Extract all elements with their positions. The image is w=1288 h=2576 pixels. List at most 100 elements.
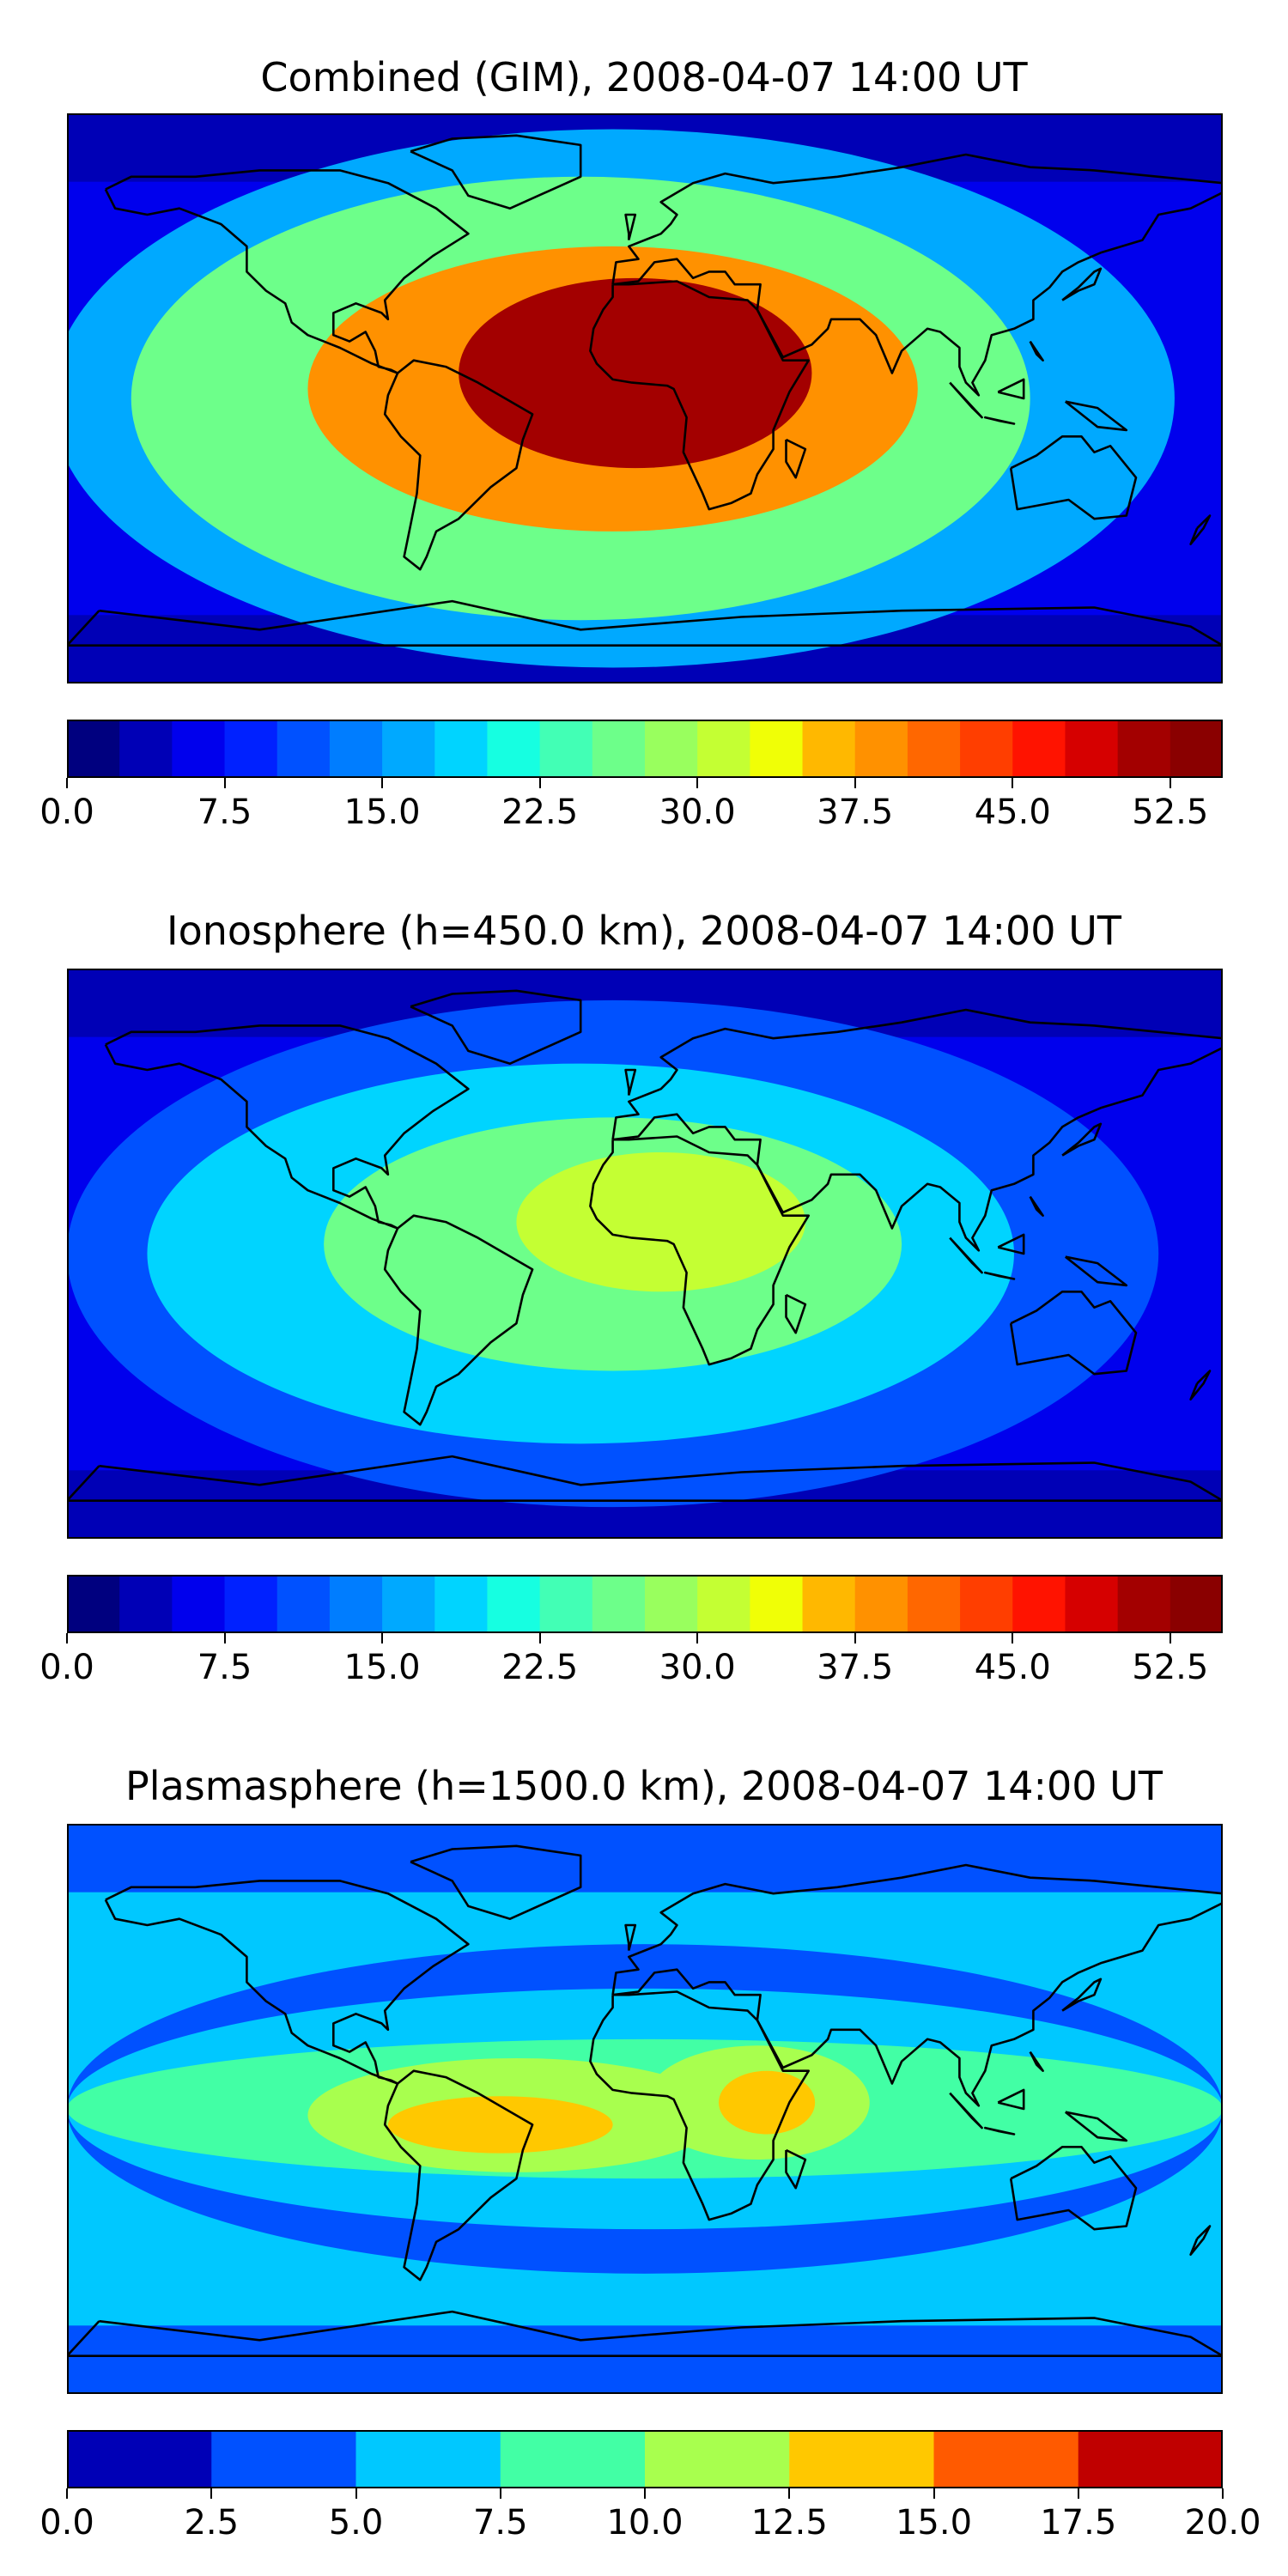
colorbar-level <box>355 2430 501 2488</box>
coastline <box>67 2310 1223 2358</box>
coastline <box>1064 400 1128 432</box>
coastline <box>611 1863 1223 2107</box>
colorbar-level <box>224 720 278 778</box>
coastline <box>624 1068 637 1096</box>
colorbar-tick-label: 45.0 <box>974 1648 1051 1687</box>
colorbar-level <box>434 1575 489 1633</box>
colorbar-level <box>1170 1575 1224 1633</box>
coastline <box>984 416 1016 425</box>
coastline <box>1061 267 1103 301</box>
colorbar-tick-label: 22.5 <box>501 793 579 832</box>
coastline <box>949 381 983 419</box>
colorbar-level <box>487 1575 541 1633</box>
colorbar-ionosphere: 0.0 7.5 15.0 22.5 30.0 37.5 45.0 52.5 <box>39 1575 1224 1687</box>
coastline <box>611 1008 1223 1252</box>
colorbar-level <box>1065 1575 1119 1633</box>
map-title: Combined (GIM), 2008-04-07 14:00 UT <box>260 54 1028 100</box>
colorbar-tick-label: 5.0 <box>328 2503 384 2543</box>
colorbar-level <box>933 2430 1079 2488</box>
colorbar-level <box>645 2430 790 2488</box>
coastline <box>997 2088 1025 2111</box>
coastline <box>997 1233 1025 1255</box>
colorbar-level <box>789 2430 935 2488</box>
colorbar-tick-mark <box>381 1633 384 1643</box>
colorbar-tick-mark <box>1012 778 1014 788</box>
colorbar-level <box>1065 720 1119 778</box>
colorbar-level <box>539 1575 593 1633</box>
coastline <box>1029 1195 1044 1218</box>
colorbar-level <box>487 720 541 778</box>
colorbar-level <box>645 1575 698 1633</box>
colorbar-swatches <box>67 1575 1224 1633</box>
colorbar-level <box>211 2430 357 2488</box>
colorbar-level <box>645 720 698 778</box>
coastline <box>1009 434 1138 520</box>
colorbar-tick-mark <box>696 778 699 788</box>
colorbar-tick-label: 7.5 <box>472 2503 528 2543</box>
colorbar-tick-label: 30.0 <box>659 1648 736 1687</box>
colorbar-level <box>697 720 750 778</box>
colorbar-tick-mark <box>223 1633 226 1643</box>
colorbar-level <box>329 1575 383 1633</box>
colorbar-tick-mark <box>933 2488 935 2499</box>
coastline <box>589 1135 811 1366</box>
colorbar-tick-mark <box>210 2488 213 2499</box>
colorbar-swatches <box>67 720 1224 778</box>
colorbar-level <box>172 720 226 778</box>
coastline <box>410 134 582 210</box>
colorbar-level <box>697 1575 750 1633</box>
coastline <box>67 1455 1223 1503</box>
colorbar-swatches <box>67 2430 1224 2488</box>
colorbar-tick-mark <box>854 1633 856 1643</box>
colorbar-tick-mark <box>1012 1633 1014 1643</box>
coastline <box>1189 1370 1212 1401</box>
coastline <box>589 1990 811 2221</box>
coastline <box>410 1844 582 1920</box>
colorbar-level <box>907 720 961 778</box>
colorbar-tick-mark <box>538 778 541 788</box>
colorbar-tick-label: 15.0 <box>343 1648 421 1687</box>
colorbar-level <box>119 1575 173 1633</box>
colorbar-tick-label: 17.5 <box>1040 2503 1117 2543</box>
contour-region <box>718 2070 816 2135</box>
colorbar-tick-mark <box>788 2488 791 2499</box>
colorbar-level <box>434 720 489 778</box>
colorbar-tick-label: 15.0 <box>895 2503 973 2543</box>
colorbar-tick-label: 52.5 <box>1132 1648 1209 1687</box>
colorbar-level <box>119 720 173 778</box>
colorbar-level <box>960 1575 1013 1633</box>
coastline <box>104 1880 470 2085</box>
coastline <box>1061 1978 1103 2012</box>
contour-region <box>459 277 812 469</box>
map-title: Plasmasphere (h=1500.0 km), 2008-04-07 1… <box>125 1763 1163 1809</box>
coastline <box>785 2148 807 2190</box>
coastline <box>1029 340 1044 362</box>
colorbar-tick-mark <box>66 1633 68 1643</box>
colorbar-level <box>382 720 435 778</box>
colorbar-level <box>1117 720 1171 778</box>
contour-region <box>516 1151 805 1292</box>
colorbar-tick-label: 45.0 <box>974 793 1051 832</box>
coastline <box>383 2069 534 2281</box>
colorbar-tick-label: 30.0 <box>659 793 736 832</box>
colorbar-tick-mark <box>1077 2488 1079 2499</box>
colorbar-level <box>67 2430 212 2488</box>
colorbar-level <box>67 1575 120 1633</box>
colorbar-level <box>854 720 908 778</box>
coastline <box>1189 514 1212 546</box>
colorbar-tick-mark <box>1222 2488 1224 2499</box>
colorbar-level <box>854 1575 908 1633</box>
colorbar-tick-mark <box>538 1633 541 1643</box>
colorbar-tick-mark <box>1169 1633 1171 1643</box>
coastline <box>611 153 1223 397</box>
colorbar-tick-label: 37.5 <box>817 1648 894 1687</box>
coastline <box>984 1271 1016 1280</box>
colorbar-level <box>750 720 804 778</box>
colorbar-level <box>276 720 331 778</box>
coastline <box>67 599 1223 647</box>
coastline <box>624 213 637 240</box>
colorbar-level <box>1170 720 1224 778</box>
map-frame <box>67 1824 1223 2394</box>
coastline <box>1061 1122 1103 1157</box>
colorbar-level <box>802 720 856 778</box>
